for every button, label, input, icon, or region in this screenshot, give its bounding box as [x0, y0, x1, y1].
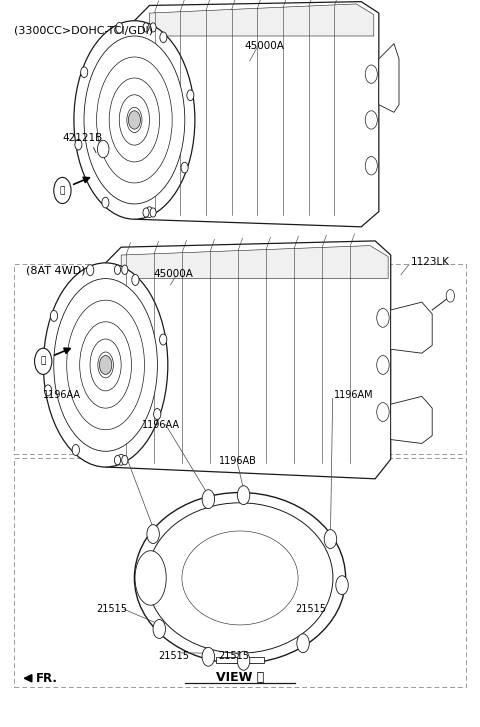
- Circle shape: [237, 651, 250, 670]
- Circle shape: [54, 177, 71, 204]
- Text: 45000A: 45000A: [154, 269, 193, 279]
- Text: 1196AM: 1196AM: [334, 390, 373, 401]
- Circle shape: [114, 265, 120, 275]
- Circle shape: [50, 310, 58, 321]
- Ellipse shape: [90, 339, 121, 391]
- Circle shape: [44, 385, 52, 396]
- Ellipse shape: [98, 352, 113, 378]
- Ellipse shape: [109, 78, 159, 162]
- Circle shape: [202, 490, 215, 509]
- Circle shape: [146, 206, 153, 217]
- Circle shape: [365, 156, 377, 175]
- Circle shape: [150, 23, 156, 32]
- Circle shape: [75, 140, 82, 150]
- Text: 21515: 21515: [96, 604, 127, 614]
- Ellipse shape: [147, 503, 333, 653]
- Circle shape: [181, 162, 188, 173]
- Ellipse shape: [134, 493, 346, 663]
- Circle shape: [143, 23, 149, 32]
- Text: (8AT 4WD): (8AT 4WD): [26, 265, 86, 276]
- Circle shape: [86, 265, 94, 276]
- Circle shape: [377, 403, 389, 422]
- Text: (3300CC>DOHC-TCI/GDI): (3300CC>DOHC-TCI/GDI): [14, 25, 154, 36]
- Circle shape: [128, 111, 141, 129]
- Circle shape: [132, 275, 139, 286]
- Circle shape: [202, 647, 215, 666]
- Text: 42121B: 42121B: [62, 133, 103, 143]
- Text: 45000A: 45000A: [245, 41, 285, 51]
- Circle shape: [160, 32, 167, 43]
- Circle shape: [159, 334, 167, 345]
- Text: FR.: FR.: [36, 672, 58, 685]
- Circle shape: [99, 356, 112, 374]
- Ellipse shape: [43, 263, 168, 467]
- Ellipse shape: [182, 531, 298, 625]
- Circle shape: [365, 65, 377, 84]
- Circle shape: [116, 23, 123, 33]
- Polygon shape: [391, 396, 432, 443]
- Circle shape: [377, 356, 389, 374]
- Circle shape: [150, 208, 156, 217]
- Circle shape: [102, 197, 109, 208]
- Ellipse shape: [96, 57, 172, 183]
- Bar: [14, 458, 466, 687]
- Circle shape: [143, 208, 149, 217]
- Circle shape: [72, 444, 79, 455]
- Circle shape: [153, 619, 166, 638]
- Circle shape: [336, 576, 348, 595]
- Circle shape: [154, 409, 161, 419]
- Text: 21515: 21515: [218, 651, 250, 661]
- Polygon shape: [379, 44, 399, 112]
- Circle shape: [324, 529, 336, 548]
- Ellipse shape: [119, 95, 150, 145]
- Circle shape: [365, 111, 377, 129]
- Bar: [14, 264, 466, 454]
- Text: 1123LK: 1123LK: [410, 257, 449, 267]
- Circle shape: [111, 361, 117, 369]
- Circle shape: [81, 67, 88, 78]
- Ellipse shape: [127, 108, 142, 132]
- Circle shape: [297, 634, 309, 653]
- Circle shape: [446, 289, 455, 302]
- Ellipse shape: [80, 322, 132, 408]
- Ellipse shape: [74, 21, 195, 220]
- Circle shape: [118, 454, 125, 465]
- Circle shape: [35, 348, 52, 374]
- Polygon shape: [134, 1, 379, 227]
- Polygon shape: [121, 246, 388, 278]
- Circle shape: [139, 116, 145, 124]
- Text: Ⓐ: Ⓐ: [60, 186, 65, 195]
- Circle shape: [114, 455, 120, 465]
- Circle shape: [121, 455, 128, 465]
- Text: Ⓐ: Ⓐ: [40, 357, 46, 366]
- Text: 21515: 21515: [158, 651, 190, 661]
- Polygon shape: [391, 302, 432, 353]
- Circle shape: [154, 116, 159, 124]
- Polygon shape: [106, 241, 391, 479]
- Text: 21515: 21515: [295, 604, 326, 614]
- Circle shape: [121, 265, 128, 275]
- Text: VIEW Ⓐ: VIEW Ⓐ: [216, 671, 264, 684]
- Circle shape: [147, 525, 159, 544]
- Circle shape: [125, 361, 132, 369]
- Text: 1196AA: 1196AA: [43, 390, 81, 401]
- Text: 1196AB: 1196AB: [219, 456, 256, 466]
- Polygon shape: [150, 4, 374, 36]
- Polygon shape: [216, 656, 264, 663]
- Ellipse shape: [84, 36, 185, 204]
- Text: 1196AA: 1196AA: [142, 419, 180, 430]
- Ellipse shape: [135, 551, 166, 605]
- Circle shape: [187, 90, 194, 100]
- Ellipse shape: [54, 278, 157, 451]
- Circle shape: [377, 308, 389, 327]
- Ellipse shape: [67, 300, 144, 430]
- Circle shape: [237, 486, 250, 505]
- Circle shape: [97, 140, 109, 158]
